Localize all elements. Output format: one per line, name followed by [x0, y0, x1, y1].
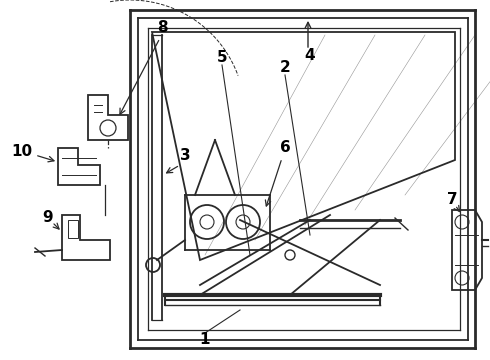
Text: 2: 2	[280, 60, 291, 76]
Text: 9: 9	[43, 211, 53, 225]
Text: 6: 6	[280, 140, 291, 156]
Text: 3: 3	[180, 148, 190, 162]
Text: 5: 5	[217, 50, 227, 66]
Text: 8: 8	[157, 21, 167, 36]
Text: 10: 10	[11, 144, 32, 159]
Text: 7: 7	[447, 193, 457, 207]
Circle shape	[285, 250, 295, 260]
Text: 1: 1	[200, 333, 210, 347]
Text: 4: 4	[305, 48, 315, 63]
